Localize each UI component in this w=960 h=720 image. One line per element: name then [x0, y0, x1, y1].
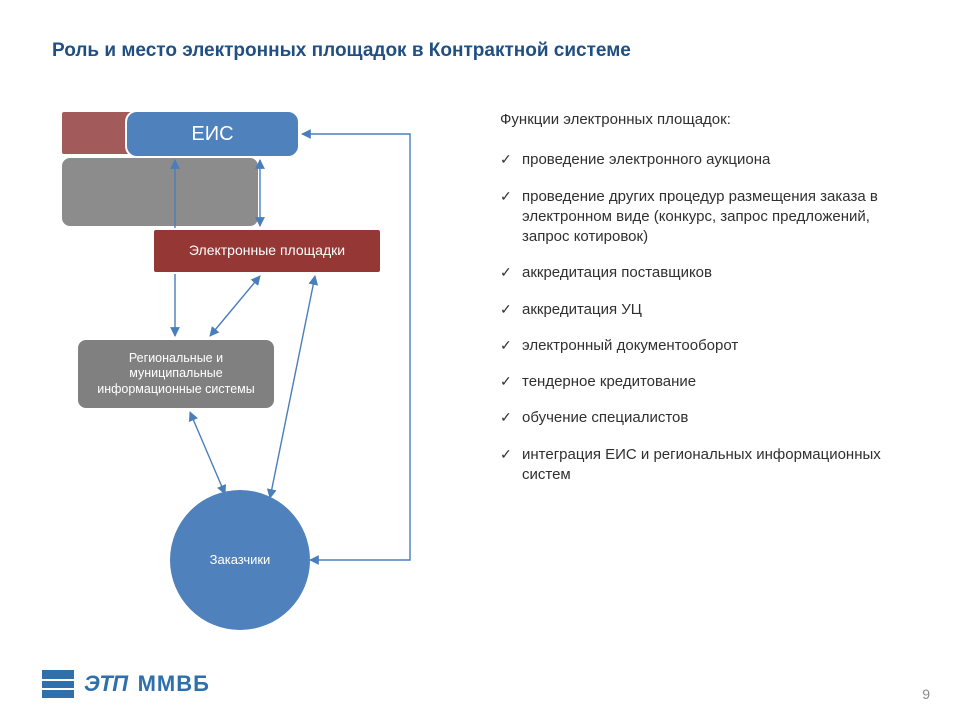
- slide-title: Роль и место электронных площадок в Конт…: [52, 40, 631, 62]
- list-item: обучение специалистов: [500, 408, 900, 428]
- list-item: тендерное кредитование: [500, 372, 900, 392]
- page-number: 9: [922, 686, 930, 702]
- logo-mark-icon: [42, 670, 74, 698]
- node-rmis: Региональные и муниципальные информацион…: [76, 338, 276, 410]
- node-customers: Заказчики: [170, 490, 310, 630]
- list-item: аккредитация УЦ: [500, 300, 900, 320]
- logo-mmvb-text: ММВБ: [138, 671, 210, 697]
- list-item: проведение других процедур размещения за…: [500, 187, 900, 248]
- footer-logo: ЭТП ММВБ: [42, 670, 210, 698]
- node-eis-label: ЕИС: [191, 122, 233, 147]
- node-ep-label: Электронные площадки: [189, 242, 345, 260]
- list-item: проведение электронного аукциона: [500, 150, 900, 170]
- flow-diagram: ЕИС Электронные площадки Региональные и …: [60, 110, 480, 650]
- node-eis: ЕИС: [125, 110, 300, 158]
- node-ep: Электронные площадки: [152, 228, 382, 274]
- functions-list: проведение электронного аукциона проведе…: [500, 150, 900, 485]
- node-customers-label: Заказчики: [210, 552, 271, 568]
- functions-heading: Функции электронных площадок:: [500, 110, 900, 130]
- logo-etp-text: ЭТП: [84, 671, 128, 697]
- list-item: аккредитация поставщиков: [500, 263, 900, 283]
- functions-panel: Функции электронных площадок: проведение…: [500, 110, 900, 501]
- node-rmis-label: Региональные и муниципальные информацион…: [84, 351, 268, 398]
- list-item: электронный документооборот: [500, 336, 900, 356]
- node-rmis-shadow: [60, 156, 260, 228]
- list-item: интеграция ЕИС и региональных информацио…: [500, 445, 900, 486]
